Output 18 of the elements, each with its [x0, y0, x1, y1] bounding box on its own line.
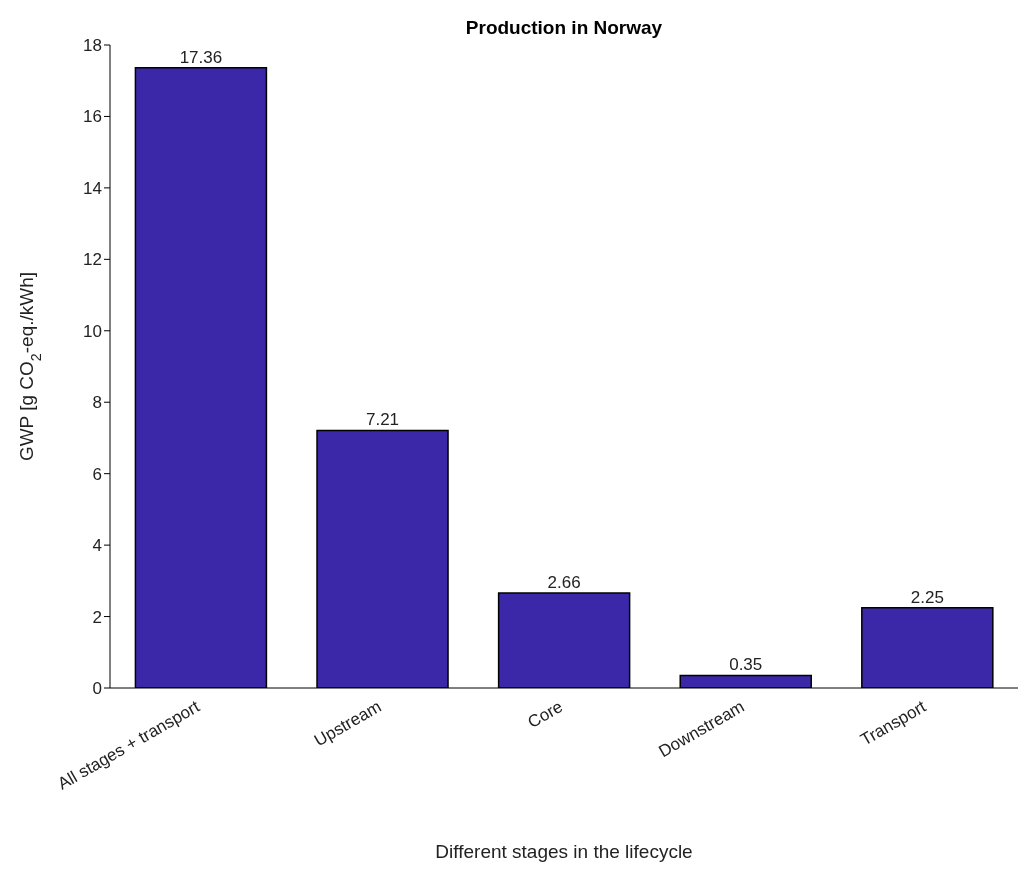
y-tick-label: 0 [92, 679, 102, 699]
y-tick-label: 18 [83, 36, 102, 56]
chart-title: Production in Norway [465, 17, 663, 38]
data-label: 2.66 [547, 572, 581, 592]
y-tick-label: 10 [83, 321, 102, 341]
y-tick-label: 6 [92, 464, 102, 484]
y-tick-label: 16 [83, 107, 102, 127]
data-label: 17.36 [179, 47, 223, 67]
data-label: 2.25 [910, 587, 944, 607]
data-label: 0.35 [729, 655, 763, 675]
y-tick-label: 4 [92, 536, 102, 556]
x-tick-label: Core [524, 697, 566, 732]
y-tick-label: 14 [83, 178, 102, 198]
y-tick-label: 12 [83, 250, 102, 270]
x-axis-title: Different stages in the lifecycle [435, 841, 693, 862]
data-label: 7.21 [365, 410, 400, 430]
y-tick-label: 8 [92, 393, 102, 413]
y-tick-label: 2 [92, 607, 102, 627]
